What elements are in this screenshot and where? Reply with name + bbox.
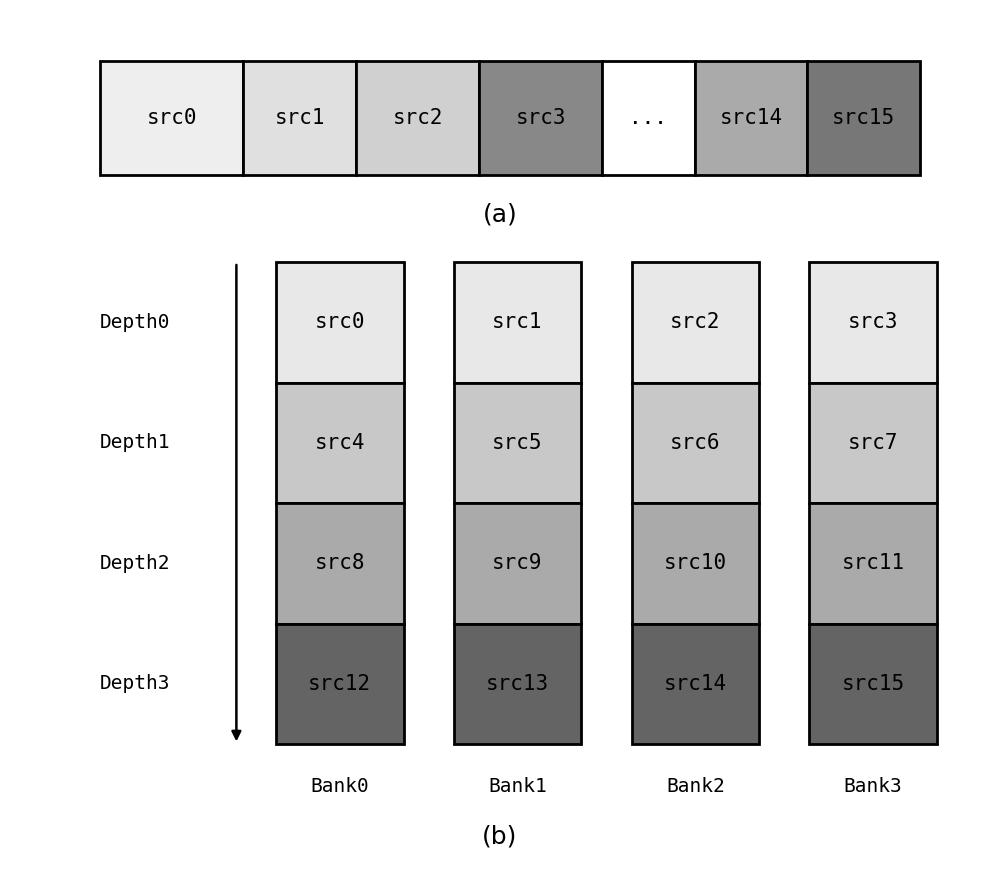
Text: src14: src14	[719, 109, 782, 128]
Text: Bank3: Bank3	[844, 777, 902, 795]
Text: Depth1: Depth1	[100, 434, 170, 452]
Bar	[809, 383, 937, 503]
Bar	[454, 383, 581, 503]
Bar	[276, 503, 404, 624]
Bar	[602, 61, 694, 175]
Text: src5: src5	[492, 433, 543, 453]
Bar	[479, 61, 602, 175]
Text: src11: src11	[842, 554, 905, 574]
Bar	[356, 61, 479, 175]
Text: src10: src10	[664, 554, 727, 574]
Bar	[632, 383, 759, 503]
Text: src0: src0	[146, 109, 197, 128]
Bar	[276, 262, 404, 383]
Text: src14: src14	[664, 674, 727, 694]
Text: src15: src15	[842, 674, 905, 694]
Text: src1: src1	[275, 109, 325, 128]
Text: Depth3: Depth3	[100, 675, 170, 694]
Text: Depth2: Depth2	[100, 554, 170, 573]
Bar	[276, 624, 404, 745]
Bar	[694, 61, 807, 175]
Bar	[632, 503, 759, 624]
Bar	[809, 503, 937, 624]
Text: src2: src2	[392, 109, 443, 128]
Text: Depth0: Depth0	[100, 313, 170, 332]
Bar	[454, 624, 581, 745]
Text: src13: src13	[486, 674, 549, 694]
Text: Bank2: Bank2	[666, 777, 725, 795]
Text: src1: src1	[492, 313, 543, 332]
Bar	[243, 61, 356, 175]
Bar	[809, 262, 937, 383]
Text: src6: src6	[670, 433, 721, 453]
Text: Bank1: Bank1	[488, 777, 547, 795]
Text: src3: src3	[516, 109, 566, 128]
Text: src9: src9	[492, 554, 543, 574]
Text: src15: src15	[832, 109, 895, 128]
Bar	[809, 624, 937, 745]
Text: src7: src7	[848, 433, 898, 453]
Bar	[276, 383, 404, 503]
Bar	[100, 61, 243, 175]
Bar	[454, 262, 581, 383]
Text: ...: ...	[629, 109, 667, 128]
Bar	[632, 262, 759, 383]
Text: src8: src8	[315, 554, 365, 574]
Text: (a): (a)	[483, 202, 517, 227]
Text: src4: src4	[315, 433, 365, 453]
Text: (b): (b)	[482, 824, 518, 849]
Bar	[807, 61, 920, 175]
Text: Bank0: Bank0	[310, 777, 369, 795]
Bar	[632, 624, 759, 745]
Text: src0: src0	[315, 313, 365, 332]
Text: src2: src2	[670, 313, 721, 332]
Text: src12: src12	[308, 674, 371, 694]
Bar	[454, 503, 581, 624]
Text: src3: src3	[848, 313, 898, 332]
